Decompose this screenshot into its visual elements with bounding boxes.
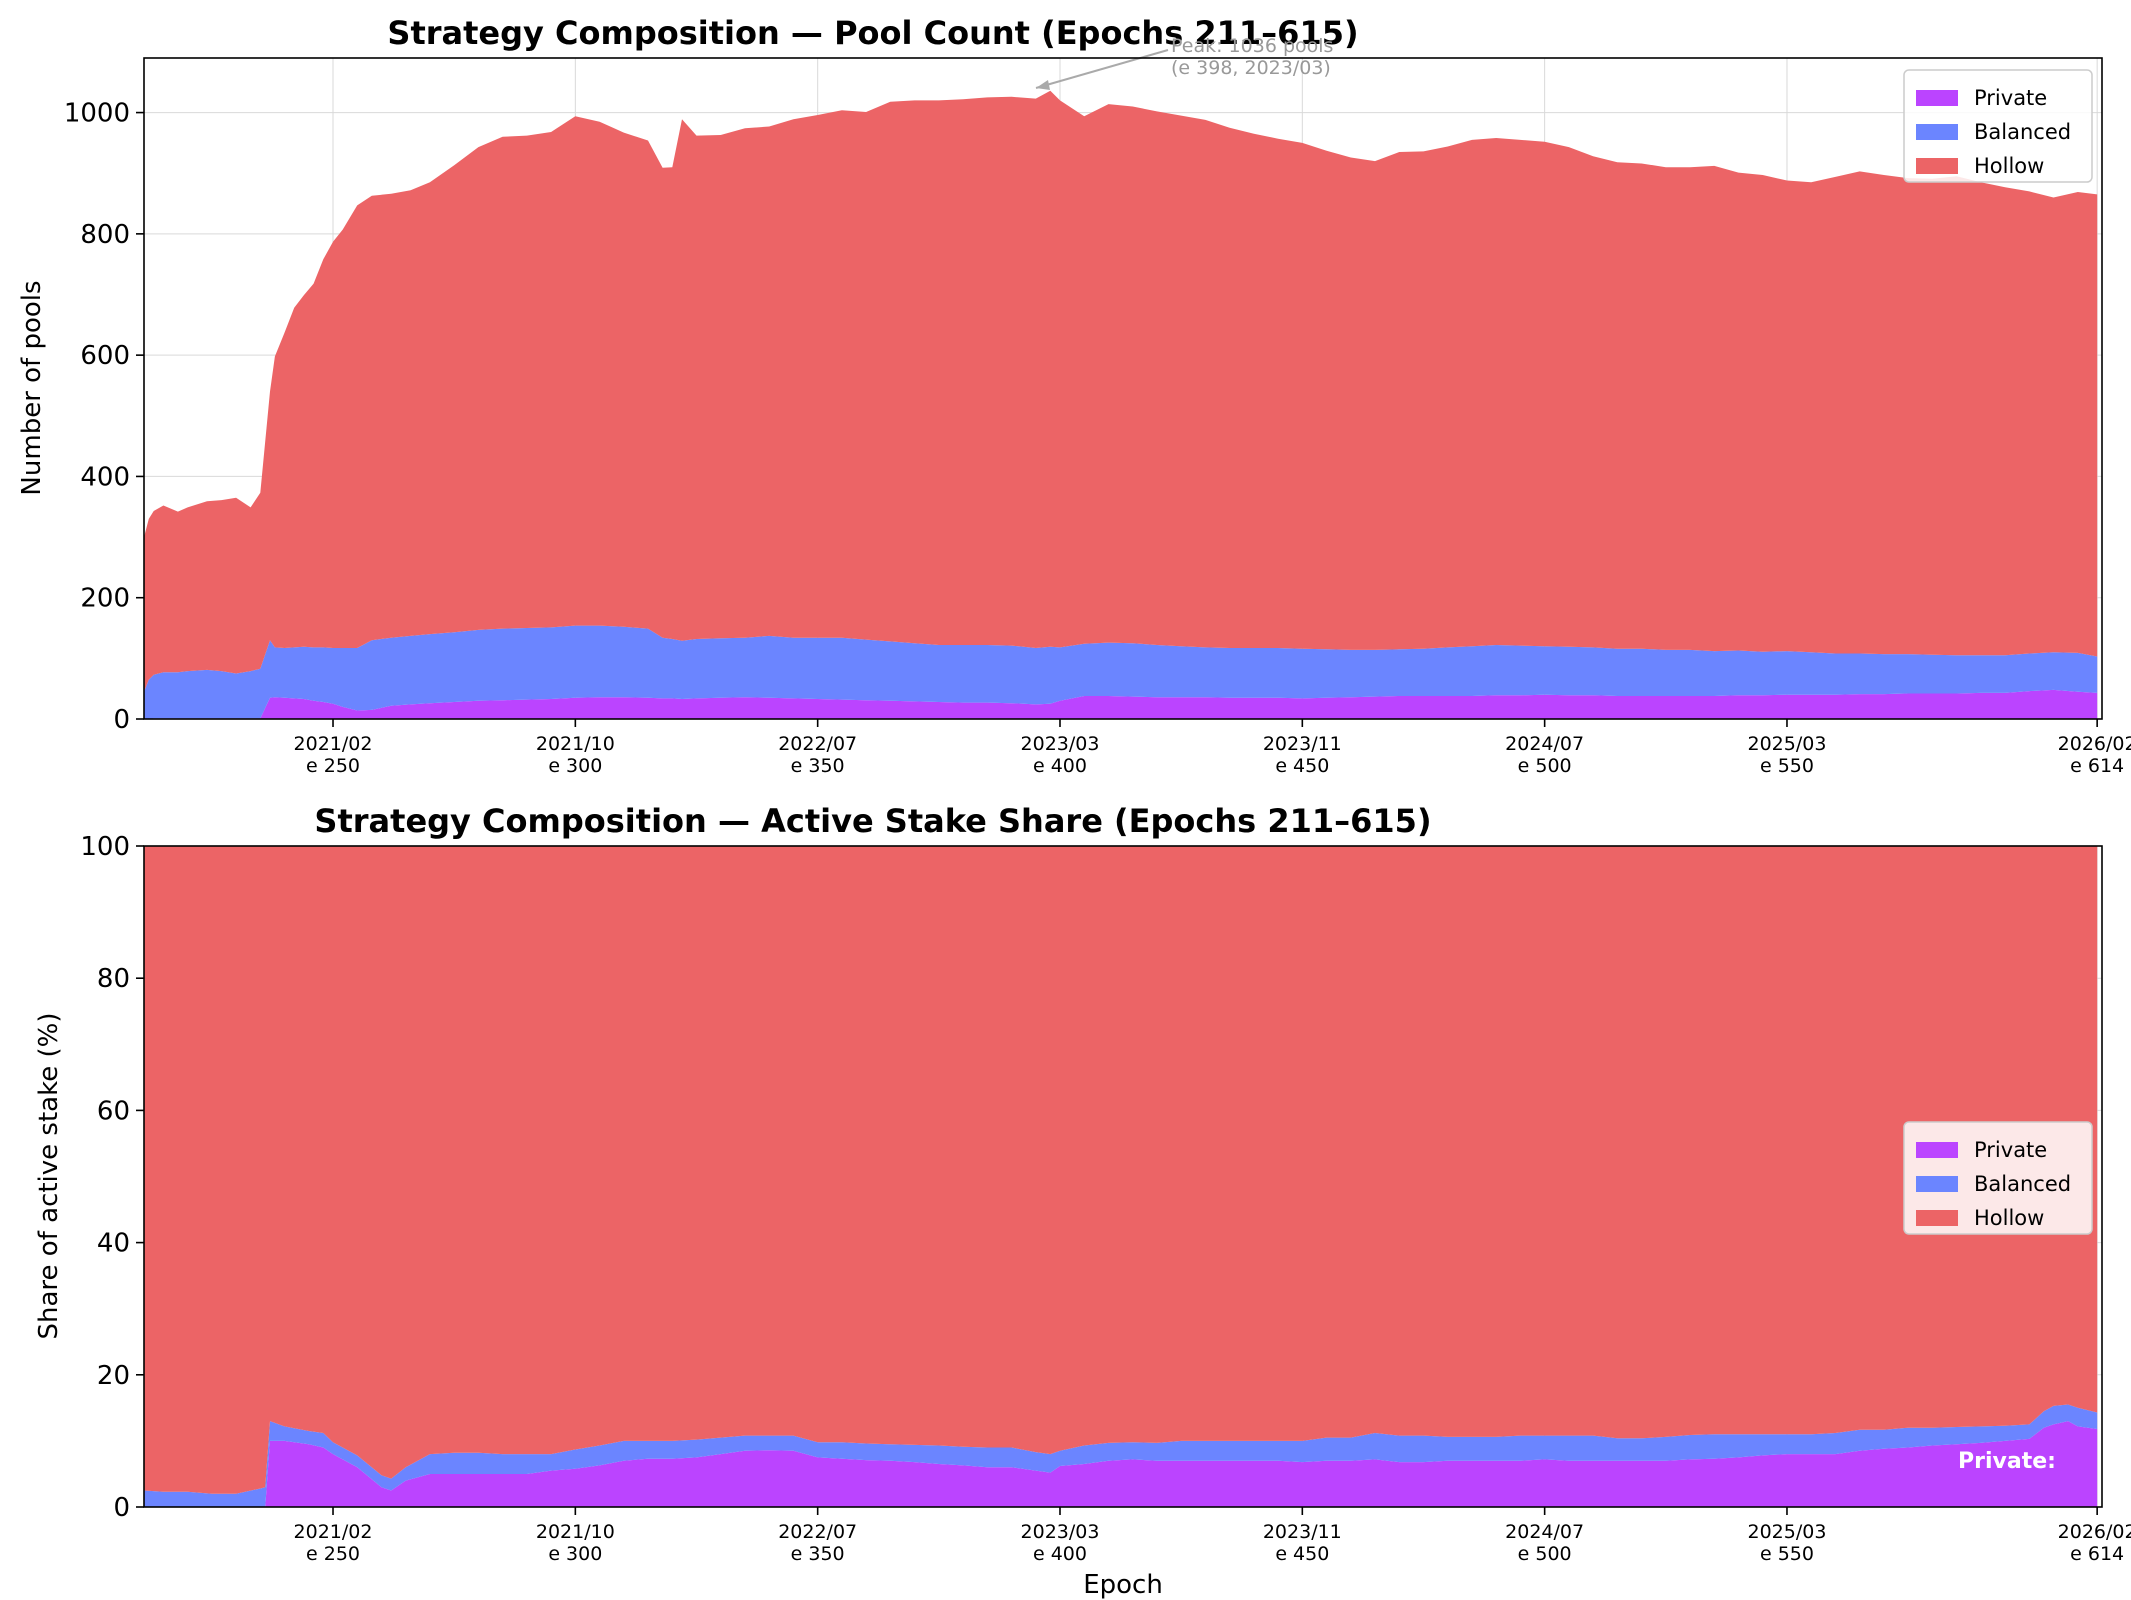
- legend-swatch-balanced: [1916, 124, 1958, 140]
- plot-frame: [143, 845, 2103, 1508]
- area-balanced: [144, 1404, 2098, 1507]
- y-tick-label: 800: [80, 220, 130, 250]
- x-tick-date: 2023/03: [1021, 733, 1100, 755]
- y-tick-label: 200: [80, 584, 130, 614]
- x-tick-epoch: e 450: [1275, 1543, 1329, 1565]
- stacked-areas: [144, 90, 2098, 719]
- legend-swatch-balanced: [1916, 1176, 1958, 1192]
- x-tick-date: 2022/07: [778, 733, 857, 755]
- annotation-arrowhead: [1036, 80, 1050, 90]
- x-tick-epoch: e 614: [2070, 755, 2124, 777]
- x-tick-date: 2023/11: [1263, 1521, 1342, 1543]
- y-axis: 0 200 400 600 800 1000: [64, 99, 144, 735]
- x-tick-date: 2021/02: [294, 1521, 373, 1543]
- x-tick-epoch: e 250: [306, 1543, 360, 1565]
- y-axis: 0 20 40 60 80 100: [80, 832, 144, 1523]
- x-tick-epoch: e 400: [1033, 1543, 1087, 1565]
- y-tick-label: 100: [80, 832, 130, 862]
- y-tick-label: 0: [113, 705, 130, 735]
- annotation-text-line1: Peak: 1036 pools: [1171, 35, 1333, 57]
- y-axis-label: Number of pools: [17, 280, 47, 495]
- y-tick-label: 20: [97, 1361, 130, 1391]
- x-axis: 2021/02e 250 2021/10e 300 2022/07e 350 2023…: [294, 1507, 2131, 1565]
- legend-swatch-private: [1916, 90, 1958, 106]
- x-tick-date: 2025/03: [1748, 1521, 1827, 1543]
- legend: Private Balanced Hollow: [1903, 1121, 2093, 1235]
- legend-swatch-hollow: [1916, 158, 1958, 174]
- y-tick-label: 600: [80, 341, 130, 371]
- legend-label-private: Private: [1974, 1138, 2047, 1162]
- legend-swatch-hollow: [1916, 1210, 1958, 1226]
- x-tick-epoch: e 450: [1275, 755, 1329, 777]
- x-tick-date: 2023/11: [1263, 733, 1342, 755]
- y-tick-label: 80: [97, 964, 130, 994]
- x-tick-date: 2021/02: [294, 733, 373, 755]
- x-tick-epoch: e 350: [791, 755, 845, 777]
- x-tick-date: 2023/03: [1021, 1521, 1100, 1543]
- x-tick-epoch: e 300: [548, 755, 602, 777]
- area-hollow: [144, 846, 2098, 1494]
- x-tick-date: 2021/10: [536, 733, 615, 755]
- x-tick-epoch: e 500: [1518, 755, 1572, 777]
- x-tick-epoch: e 400: [1033, 755, 1087, 777]
- area-private: [144, 689, 2098, 719]
- chart-title: Strategy Composition — Active Stake Shar…: [314, 802, 1431, 840]
- x-tick-epoch: e 550: [1760, 755, 1814, 777]
- x-tick-date: 2026/02: [2058, 1521, 2131, 1543]
- x-tick-epoch: e 500: [1518, 1543, 1572, 1565]
- legend-label-hollow: Hollow: [1974, 1206, 2044, 1230]
- x-tick-date: 2022/07: [778, 1521, 857, 1543]
- y-tick-label: 1000: [64, 99, 130, 129]
- x-tick-epoch: e 350: [791, 1543, 845, 1565]
- annotation-text-line2: (e 398, 2023/03): [1171, 57, 1331, 79]
- peak-annotation: Peak: 1036 pools (e 398, 2023/03): [1035, 35, 1333, 90]
- area-private: [144, 1421, 2098, 1507]
- legend-label-balanced: Balanced: [1974, 120, 2071, 144]
- x-tick-date: 2021/10: [536, 1521, 615, 1543]
- chart-title: Strategy Composition — Pool Count (Epoch…: [387, 14, 1358, 52]
- private-inline-label: Private:: [1958, 1449, 2056, 1474]
- pool-count-panel: Strategy Composition — Pool Count (Epoch…: [17, 14, 2131, 777]
- x-tick-epoch: e 250: [306, 755, 360, 777]
- x-tick-date: 2024/07: [1505, 733, 1584, 755]
- y-tick-label: 400: [80, 462, 130, 492]
- plot-frame: [143, 57, 2103, 720]
- area-balanced: [144, 625, 2098, 719]
- annotation-arrow-line: [1035, 49, 1169, 89]
- legend-label-private: Private: [1974, 86, 2047, 110]
- area-hollow: [144, 90, 2098, 692]
- y-tick-label: 60: [97, 1096, 130, 1126]
- y-axis-label: Share of active stake (%): [34, 1013, 64, 1340]
- x-tick-date: 2026/02: [2058, 733, 2131, 755]
- y-tick-label: 0: [113, 1493, 130, 1523]
- x-tick-epoch: e 550: [1760, 1543, 1814, 1565]
- x-axis: 2021/02e 250 2021/10e 300 2022/07e 350 2023…: [294, 719, 2131, 777]
- legend-label-hollow: Hollow: [1974, 154, 2044, 178]
- x-tick-date: 2024/07: [1505, 1521, 1584, 1543]
- x-axis-label: Epoch: [1083, 1570, 1163, 1600]
- x-tick-date: 2025/03: [1748, 733, 1827, 755]
- legend-swatch-private: [1916, 1142, 1958, 1158]
- x-tick-epoch: e 614: [2070, 1543, 2124, 1565]
- legend-label-balanced: Balanced: [1974, 1172, 2071, 1196]
- x-tick-epoch: e 300: [548, 1543, 602, 1565]
- stake-share-panel: Strategy Composition — Active Stake Shar…: [34, 802, 2131, 1600]
- stacked-areas: [144, 846, 2098, 1507]
- legend: Private Balanced Hollow: [1903, 69, 2093, 183]
- y-tick-label: 40: [97, 1229, 130, 1259]
